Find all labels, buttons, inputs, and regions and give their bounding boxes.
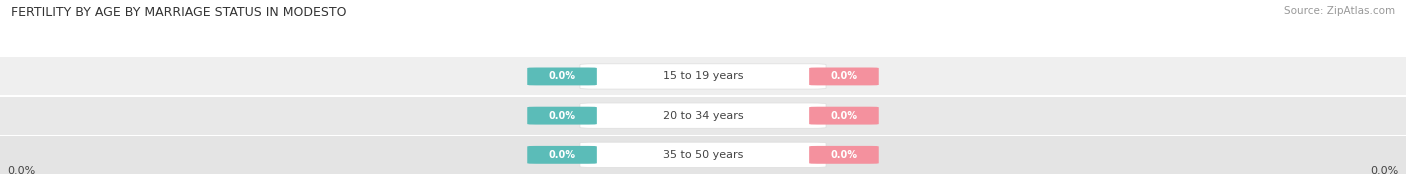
Text: Source: ZipAtlas.com: Source: ZipAtlas.com <box>1284 6 1395 16</box>
Text: 0.0%: 0.0% <box>7 165 35 176</box>
Bar <box>0 57 1406 95</box>
Bar <box>0 97 1406 135</box>
FancyBboxPatch shape <box>581 64 827 89</box>
Text: 20 to 34 years: 20 to 34 years <box>662 111 744 121</box>
Bar <box>0 136 1406 174</box>
Text: 0.0%: 0.0% <box>548 150 575 160</box>
Text: 0.0%: 0.0% <box>548 111 575 121</box>
FancyBboxPatch shape <box>810 146 879 164</box>
FancyBboxPatch shape <box>581 142 827 167</box>
FancyBboxPatch shape <box>810 107 879 125</box>
Text: 0.0%: 0.0% <box>831 111 858 121</box>
FancyBboxPatch shape <box>527 146 596 164</box>
Text: 0.0%: 0.0% <box>831 71 858 82</box>
Text: 0.0%: 0.0% <box>548 71 575 82</box>
Text: 15 to 19 years: 15 to 19 years <box>662 71 744 82</box>
Text: 35 to 50 years: 35 to 50 years <box>662 150 744 160</box>
Text: 0.0%: 0.0% <box>831 150 858 160</box>
Text: FERTILITY BY AGE BY MARRIAGE STATUS IN MODESTO: FERTILITY BY AGE BY MARRIAGE STATUS IN M… <box>11 6 347 19</box>
Text: 0.0%: 0.0% <box>1371 165 1399 176</box>
FancyBboxPatch shape <box>581 103 827 128</box>
FancyBboxPatch shape <box>527 67 596 85</box>
FancyBboxPatch shape <box>810 67 879 85</box>
FancyBboxPatch shape <box>527 107 596 125</box>
